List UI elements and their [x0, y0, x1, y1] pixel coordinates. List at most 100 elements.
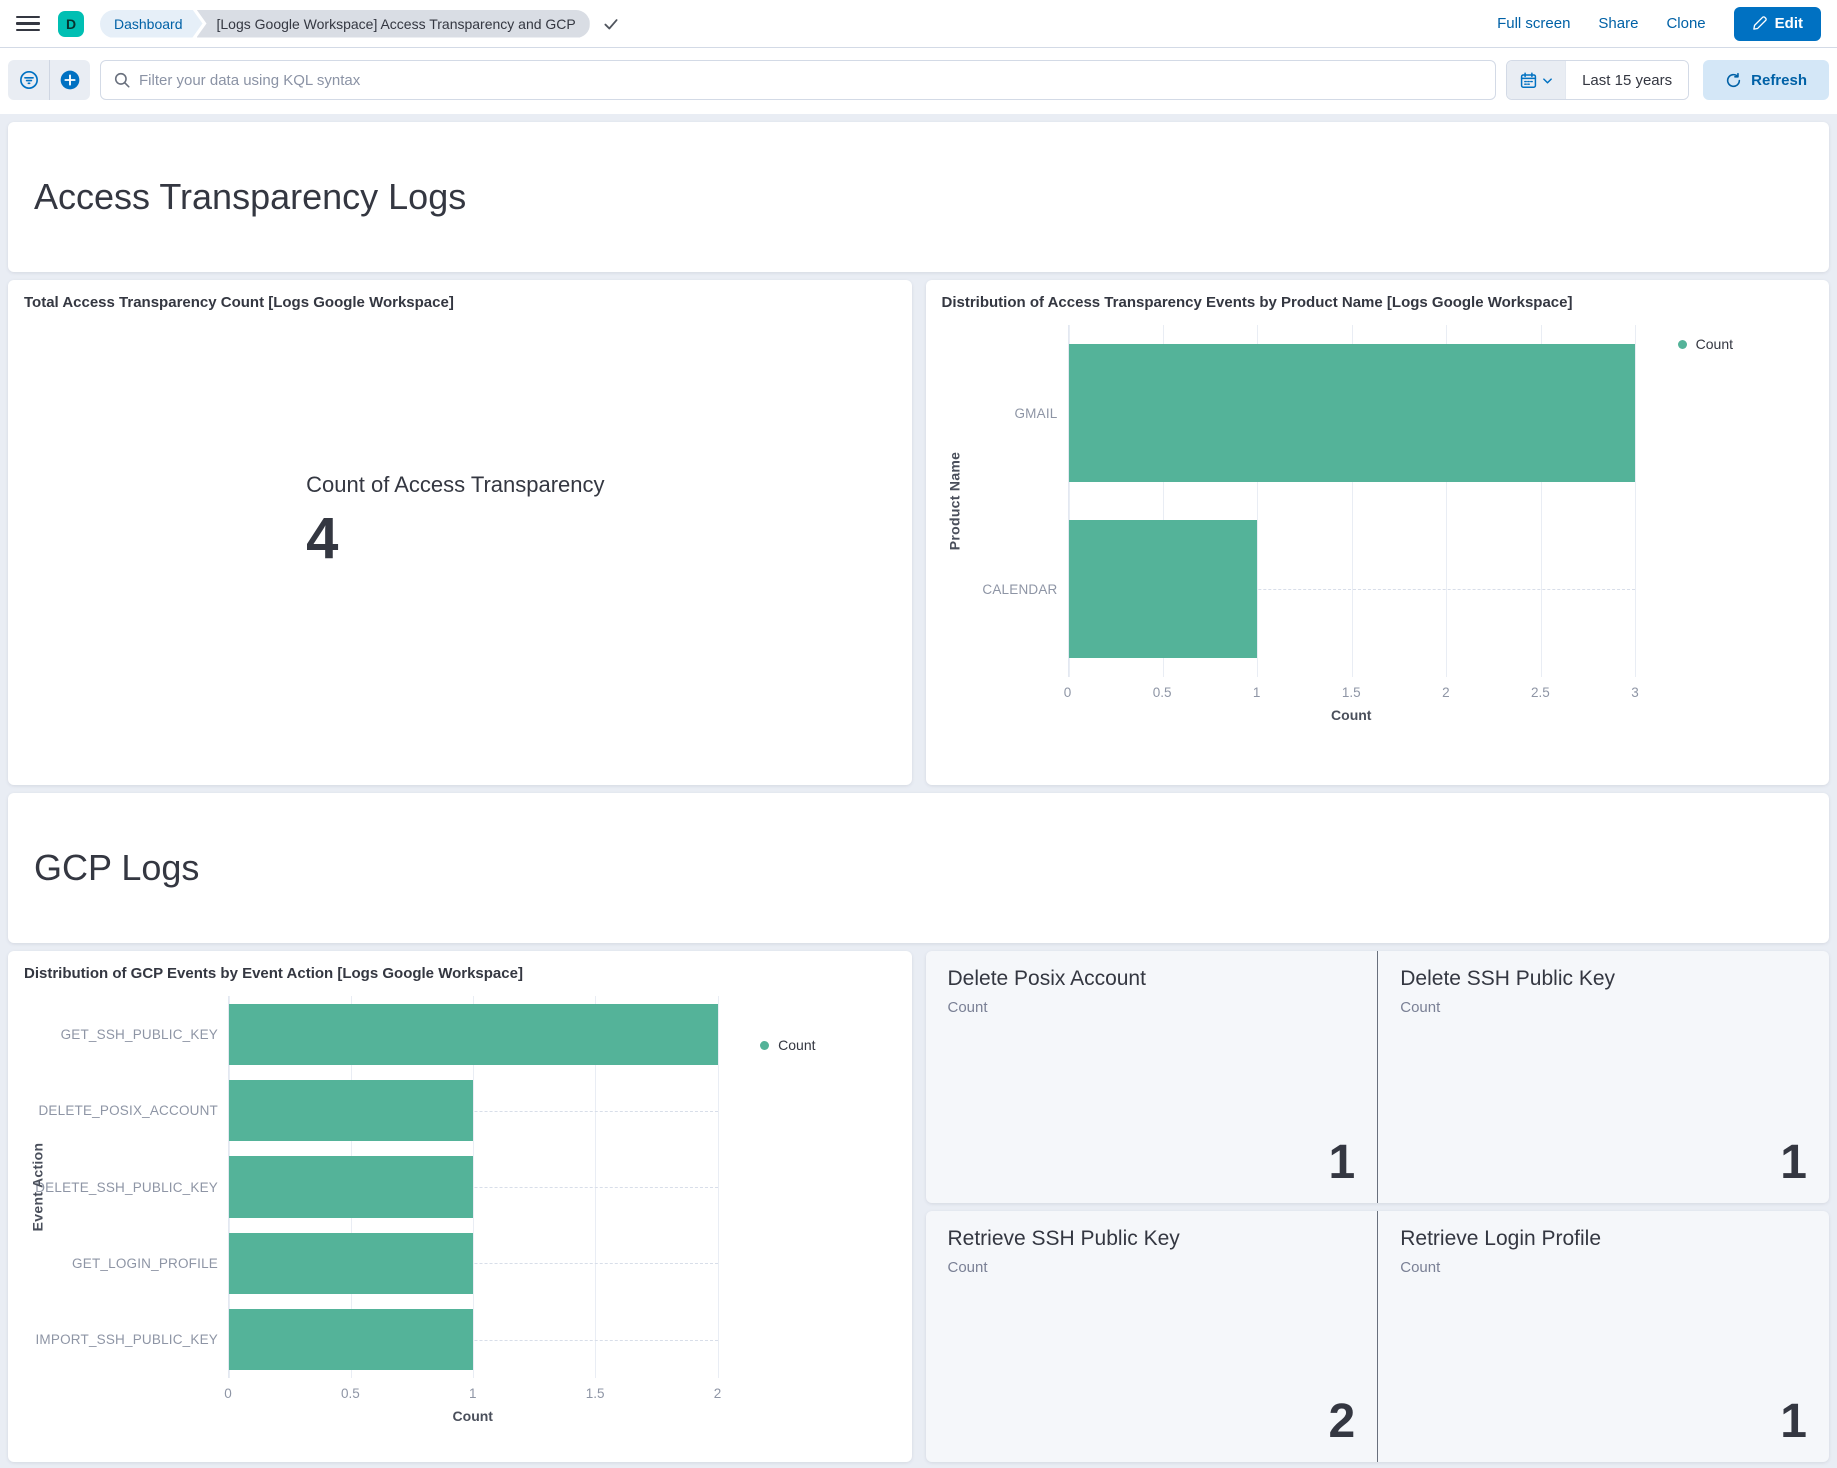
check-icon — [602, 15, 620, 33]
category-band — [229, 1149, 718, 1225]
x-axis-tick: 1 — [468, 1386, 477, 1401]
y-axis-label: DELETE_POSIX_ACCOUNT — [38, 1103, 218, 1119]
category-dashed-gridline — [229, 1110, 718, 1112]
x-axis: 0 0.5 1 1.5 2 — [224, 1378, 721, 1404]
gridline — [1635, 325, 1636, 677]
category-dashed-gridline — [229, 1339, 718, 1341]
panel-title[interactable]: Distribution of Access Transparency Even… — [941, 294, 1573, 311]
y-axis-label: GET_LOGIN_PROFILE — [72, 1255, 218, 1271]
category-band — [229, 996, 718, 1072]
full-screen-link[interactable]: Full screen — [1497, 15, 1571, 32]
chart-plot-area: Event Action GET_SSH_PUBLIC_KEY DELETE_POS… — [24, 996, 721, 1424]
plot — [228, 996, 719, 1378]
bar-delete_posix_account[interactable] — [229, 1080, 474, 1142]
metric-title[interactable]: Retrieve Login Profile — [1400, 1226, 1602, 1250]
kql-search-box — [100, 60, 1497, 100]
category-dashed-gridline — [229, 1187, 718, 1189]
refresh-button[interactable]: Refresh — [1703, 60, 1829, 100]
metric-subtitle: Count — [1400, 1258, 1441, 1276]
gridline — [1257, 325, 1259, 677]
y-axis-label: GMAIL — [1014, 405, 1058, 421]
panel-gcp-event-action-distribution: Distribution of GCP Events by Event Acti… — [8, 951, 912, 1462]
filter-icon[interactable] — [8, 60, 49, 100]
y-axis-label: IMPORT_SSH_PUBLIC_KEY — [35, 1332, 218, 1348]
y-axis-labels: GMAIL CALENDAR — [968, 325, 1068, 677]
category-band — [229, 1072, 718, 1148]
panel-title[interactable]: Total Access Transparency Count [Logs Go… — [24, 294, 454, 311]
x-axis-tick: 0.5 — [1152, 685, 1172, 700]
section-title: GCP Logs — [34, 847, 200, 888]
metric-subtitle: Count — [947, 1258, 988, 1276]
panel-title[interactable]: Distribution of GCP Events by Event Acti… — [24, 965, 523, 982]
dashboard-grid: Access Transparency Logs Total Access Tr… — [0, 114, 1837, 1468]
bar-import_ssh_public_key[interactable] — [229, 1309, 474, 1371]
legend-label: Count — [1695, 336, 1733, 352]
pencil-icon — [1752, 16, 1767, 31]
x-axis: 0 0.5 1 1.5 2 2.5 3 — [1064, 677, 1639, 703]
breadcrumb-dashboard[interactable]: Dashboard — [100, 10, 203, 38]
panel-product-name-distribution: Distribution of Access Transparency Even… — [925, 280, 1829, 785]
metric-label: Count of Access Transparency — [306, 471, 605, 497]
bar-gmail[interactable] — [1068, 344, 1635, 482]
menu-icon[interactable] — [16, 12, 40, 36]
bar-get_login_profile[interactable] — [229, 1232, 474, 1294]
legend-label: Count — [778, 1037, 816, 1053]
gridline — [473, 996, 475, 1378]
chart-plot-area: Product Name GMAIL CALENDAR 0 0.5 1 1.5 2 2.5 3 Co… — [942, 325, 1639, 723]
metric-pair-top: Delete Posix Account Count 1 Delete SSH … — [925, 951, 1829, 1203]
bar-delete_ssh_public_key[interactable] — [229, 1156, 474, 1218]
category-band — [1068, 501, 1635, 677]
gridline — [717, 996, 719, 1378]
x-axis-tick: 2.5 — [1531, 685, 1550, 700]
calendar-icon[interactable] — [1507, 61, 1566, 99]
x-axis-title: Count — [1331, 707, 1372, 723]
x-axis-tick: 2 — [713, 1386, 722, 1401]
gridline — [1162, 325, 1164, 677]
gridline — [1351, 325, 1353, 677]
space-avatar[interactable]: D — [58, 10, 84, 37]
category-band — [229, 1302, 718, 1378]
refresh-icon — [1725, 72, 1742, 89]
top-navigation-bar: D Dashboard [Logs Google Workspace] Acce… — [0, 0, 1837, 48]
add-filter-icon[interactable] — [49, 60, 90, 100]
share-link[interactable]: Share — [1598, 15, 1639, 32]
x-axis-tick: 1.5 — [1341, 685, 1361, 700]
metric-title[interactable]: Delete SSH Public Key — [1400, 967, 1616, 990]
x-axis-tick: 0 — [224, 1386, 232, 1401]
query-bar: Last 15 years Refresh — [0, 48, 1837, 114]
metric-title[interactable]: Retrieve SSH Public Key — [947, 1226, 1180, 1250]
category-dashed-gridline — [229, 1263, 718, 1265]
metric-value: 4 — [306, 505, 339, 571]
legend[interactable]: Count — [760, 1037, 816, 1053]
metric-title[interactable]: Delete Posix Account — [947, 967, 1146, 990]
breadcrumb-current-dashboard: [Logs Google Workspace] Access Transpare… — [196, 9, 590, 38]
plot — [1067, 325, 1636, 677]
bar-get_ssh_public_key[interactable] — [229, 1003, 718, 1065]
edit-button[interactable]: Edit — [1733, 6, 1821, 41]
metric-delete-posix-account: Delete Posix Account Count 1 — [926, 951, 1378, 1203]
kql-filter-input[interactable] — [139, 71, 1484, 89]
metric-pair-bottom: Retrieve SSH Public Key Count 2 Retrieve… — [925, 1210, 1829, 1462]
legend-dot-icon — [760, 1040, 770, 1050]
breadcrumb: Dashboard [Logs Google Workspace] Access… — [100, 9, 620, 38]
search-icon — [113, 71, 131, 89]
metric-delete-ssh-public-key: Delete SSH Public Key Count 1 — [1377, 951, 1829, 1203]
gridline — [595, 996, 597, 1378]
metric-retrieve-login-profile: Retrieve Login Profile Count 1 — [1377, 1210, 1829, 1462]
y-axis-label: CALENDAR — [982, 581, 1058, 597]
legend[interactable]: Count — [1677, 336, 1733, 352]
gridline — [1068, 325, 1070, 677]
bar-calendar[interactable] — [1068, 520, 1258, 658]
section-title: Access Transparency Logs — [34, 176, 467, 217]
x-axis-tick: 0.5 — [340, 1386, 360, 1401]
chevron-down-icon — [1542, 77, 1552, 84]
gridline — [1446, 325, 1448, 677]
clone-link[interactable]: Clone — [1666, 15, 1706, 32]
gcp-metric-panels: Delete Posix Account Count 1 Delete SSH … — [925, 951, 1829, 1462]
metric-value: 1 — [1780, 1135, 1807, 1189]
metric-subtitle: Count — [947, 999, 988, 1016]
time-range-value[interactable]: Last 15 years — [1565, 61, 1689, 99]
section-heading-gcp-logs: GCP Logs — [8, 793, 1829, 943]
product-name-bar-chart: Product Name GMAIL CALENDAR 0 0.5 1 1.5 2 2.5 3 Co… — [942, 325, 1814, 723]
metric-value: 2 — [1328, 1395, 1356, 1448]
